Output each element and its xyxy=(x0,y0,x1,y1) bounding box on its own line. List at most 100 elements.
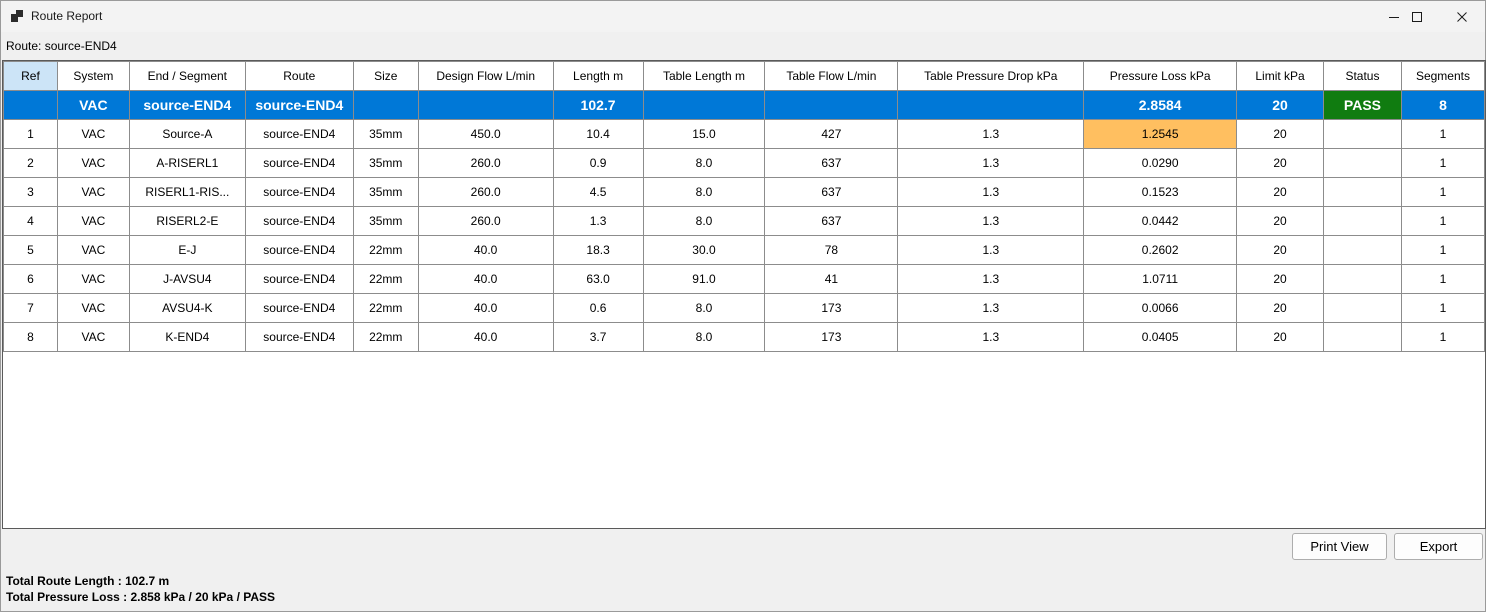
cell-size[interactable]: 22mm xyxy=(352,293,419,323)
cell-status[interactable] xyxy=(1323,119,1402,149)
cell-pressure-loss[interactable]: 0.0442 xyxy=(1083,206,1238,236)
cell-size[interactable]: 35mm xyxy=(352,119,419,149)
column-header-length[interactable]: Length m xyxy=(552,61,644,91)
status-badge[interactable]: PASS xyxy=(1323,90,1402,120)
cell-pressure-loss[interactable]: 0.0405 xyxy=(1083,322,1238,352)
cell-length[interactable]: 4.5 xyxy=(552,177,644,207)
cell-system[interactable]: VAC xyxy=(56,148,130,178)
report-grid[interactable]: Ref System End / Segment Route Size Design Fl… xyxy=(2,60,1486,529)
column-header-table-flow[interactable]: Table Flow L/min xyxy=(764,61,899,91)
cell-size[interactable]: 22mm xyxy=(352,264,419,294)
cell-system[interactable]: VAC xyxy=(56,206,130,236)
summary-row[interactable]: VAC source-END4 source-END4 102.7 2.8584 20 PA… xyxy=(3,90,1486,120)
summary-cell-table-flow[interactable] xyxy=(764,90,899,120)
cell-table-pressure-drop[interactable]: 1.3 xyxy=(897,177,1085,207)
cell-table-length[interactable]: 8.0 xyxy=(642,206,766,236)
cell-system[interactable]: VAC xyxy=(56,293,130,323)
summary-cell-route[interactable]: source-END4 xyxy=(244,90,354,120)
cell-status[interactable] xyxy=(1323,148,1402,178)
cell-size[interactable]: 35mm xyxy=(352,177,419,207)
cell-design-flow[interactable]: 40.0 xyxy=(417,235,554,265)
cell-table-length[interactable]: 8.0 xyxy=(642,177,766,207)
cell-table-pressure-drop[interactable]: 1.3 xyxy=(897,206,1085,236)
cell-length[interactable]: 0.6 xyxy=(552,293,644,323)
cell-end-segment[interactable]: Source-A xyxy=(128,119,246,149)
column-header-system[interactable]: System xyxy=(56,61,130,91)
cell-system[interactable]: VAC xyxy=(56,235,130,265)
summary-cell-end-segment[interactable]: source-END4 xyxy=(128,90,246,120)
export-button[interactable]: Export xyxy=(1394,533,1483,560)
cell-ref[interactable]: 3 xyxy=(3,177,58,207)
cell-size[interactable]: 22mm xyxy=(352,322,419,352)
print-view-button[interactable]: Print View xyxy=(1292,533,1387,560)
table-row[interactable]: 3 VAC RISERL1-RIS... source-END4 35mm 260.0 4.… xyxy=(3,177,1486,207)
cell-ref[interactable]: 1 xyxy=(3,119,58,149)
cell-segments[interactable]: 1 xyxy=(1400,148,1486,178)
minimize-button[interactable] xyxy=(1371,1,1417,32)
cell-pressure-loss[interactable]: 0.2602 xyxy=(1083,235,1238,265)
cell-system[interactable]: VAC xyxy=(56,119,130,149)
column-header-route[interactable]: Route xyxy=(244,61,354,91)
cell-limit[interactable]: 20 xyxy=(1236,119,1325,149)
cell-ref[interactable]: 2 xyxy=(3,148,58,178)
cell-ref[interactable]: 4 xyxy=(3,206,58,236)
cell-table-length[interactable]: 8.0 xyxy=(642,322,766,352)
cell-route[interactable]: source-END4 xyxy=(244,293,354,323)
cell-table-flow[interactable]: 427 xyxy=(764,119,899,149)
cell-segments[interactable]: 1 xyxy=(1400,206,1486,236)
cell-table-pressure-drop[interactable]: 1.3 xyxy=(897,119,1085,149)
summary-cell-pressure-loss[interactable]: 2.8584 xyxy=(1083,90,1238,120)
cell-length[interactable]: 3.7 xyxy=(552,322,644,352)
cell-table-pressure-drop[interactable]: 1.3 xyxy=(897,148,1085,178)
summary-cell-length[interactable]: 102.7 xyxy=(552,90,644,120)
cell-table-length[interactable]: 8.0 xyxy=(642,293,766,323)
cell-status[interactable] xyxy=(1323,264,1402,294)
table-row[interactable]: 4 VAC RISERL2-E source-END4 35mm 260.0 1.3 8.0 6… xyxy=(3,206,1486,236)
column-header-size[interactable]: Size xyxy=(352,61,419,91)
cell-table-pressure-drop[interactable]: 1.3 xyxy=(897,264,1085,294)
cell-route[interactable]: source-END4 xyxy=(244,177,354,207)
cell-route[interactable]: source-END4 xyxy=(244,322,354,352)
table-row[interactable]: 8 VAC K-END4 source-END4 22mm 40.0 3.7 8.0 173 1.… xyxy=(3,322,1486,352)
cell-segments[interactable]: 1 xyxy=(1400,264,1486,294)
cell-table-length[interactable]: 15.0 xyxy=(642,119,766,149)
cell-limit[interactable]: 20 xyxy=(1236,322,1325,352)
cell-design-flow[interactable]: 40.0 xyxy=(417,264,554,294)
cell-segments[interactable]: 1 xyxy=(1400,235,1486,265)
title-bar[interactable]: Route Report xyxy=(1,1,1485,32)
summary-cell-segments[interactable]: 8 xyxy=(1400,90,1486,120)
summary-cell-design-flow[interactable] xyxy=(417,90,554,120)
cell-ref[interactable]: 5 xyxy=(3,235,58,265)
cell-limit[interactable]: 20 xyxy=(1236,148,1325,178)
cell-ref[interactable]: 8 xyxy=(3,322,58,352)
cell-route[interactable]: source-END4 xyxy=(244,264,354,294)
cell-size[interactable]: 35mm xyxy=(352,206,419,236)
cell-route[interactable]: source-END4 xyxy=(244,206,354,236)
cell-end-segment[interactable]: AVSU4-K xyxy=(128,293,246,323)
cell-system[interactable]: VAC xyxy=(56,177,130,207)
cell-design-flow[interactable]: 40.0 xyxy=(417,293,554,323)
cell-length[interactable]: 10.4 xyxy=(552,119,644,149)
cell-design-flow[interactable]: 260.0 xyxy=(417,148,554,178)
cell-design-flow[interactable]: 450.0 xyxy=(417,119,554,149)
cell-length[interactable]: 63.0 xyxy=(552,264,644,294)
table-row[interactable]: 6 VAC J-AVSU4 source-END4 22mm 40.0 63.0 91.0 41… xyxy=(3,264,1486,294)
cell-pressure-loss[interactable]: 1.0711 xyxy=(1083,264,1238,294)
table-row[interactable]: 7 VAC AVSU4-K source-END4 22mm 40.0 0.6 8.0 173 1… xyxy=(3,293,1486,323)
cell-table-flow[interactable]: 173 xyxy=(764,322,899,352)
column-header-segments[interactable]: Segments xyxy=(1400,61,1486,91)
cell-pressure-loss[interactable]: 1.2545 xyxy=(1083,119,1238,149)
cell-table-pressure-drop[interactable]: 1.3 xyxy=(897,235,1085,265)
cell-route[interactable]: source-END4 xyxy=(244,148,354,178)
cell-segments[interactable]: 1 xyxy=(1400,322,1486,352)
cell-status[interactable] xyxy=(1323,293,1402,323)
column-header-ref[interactable]: Ref xyxy=(3,61,58,91)
cell-status[interactable] xyxy=(1323,235,1402,265)
column-header-end-segment[interactable]: End / Segment xyxy=(128,61,246,91)
cell-length[interactable]: 0.9 xyxy=(552,148,644,178)
cell-system[interactable]: VAC xyxy=(56,264,130,294)
cell-design-flow[interactable]: 40.0 xyxy=(417,322,554,352)
summary-cell-system[interactable]: VAC xyxy=(56,90,130,120)
cell-table-flow[interactable]: 41 xyxy=(764,264,899,294)
cell-size[interactable]: 22mm xyxy=(352,235,419,265)
